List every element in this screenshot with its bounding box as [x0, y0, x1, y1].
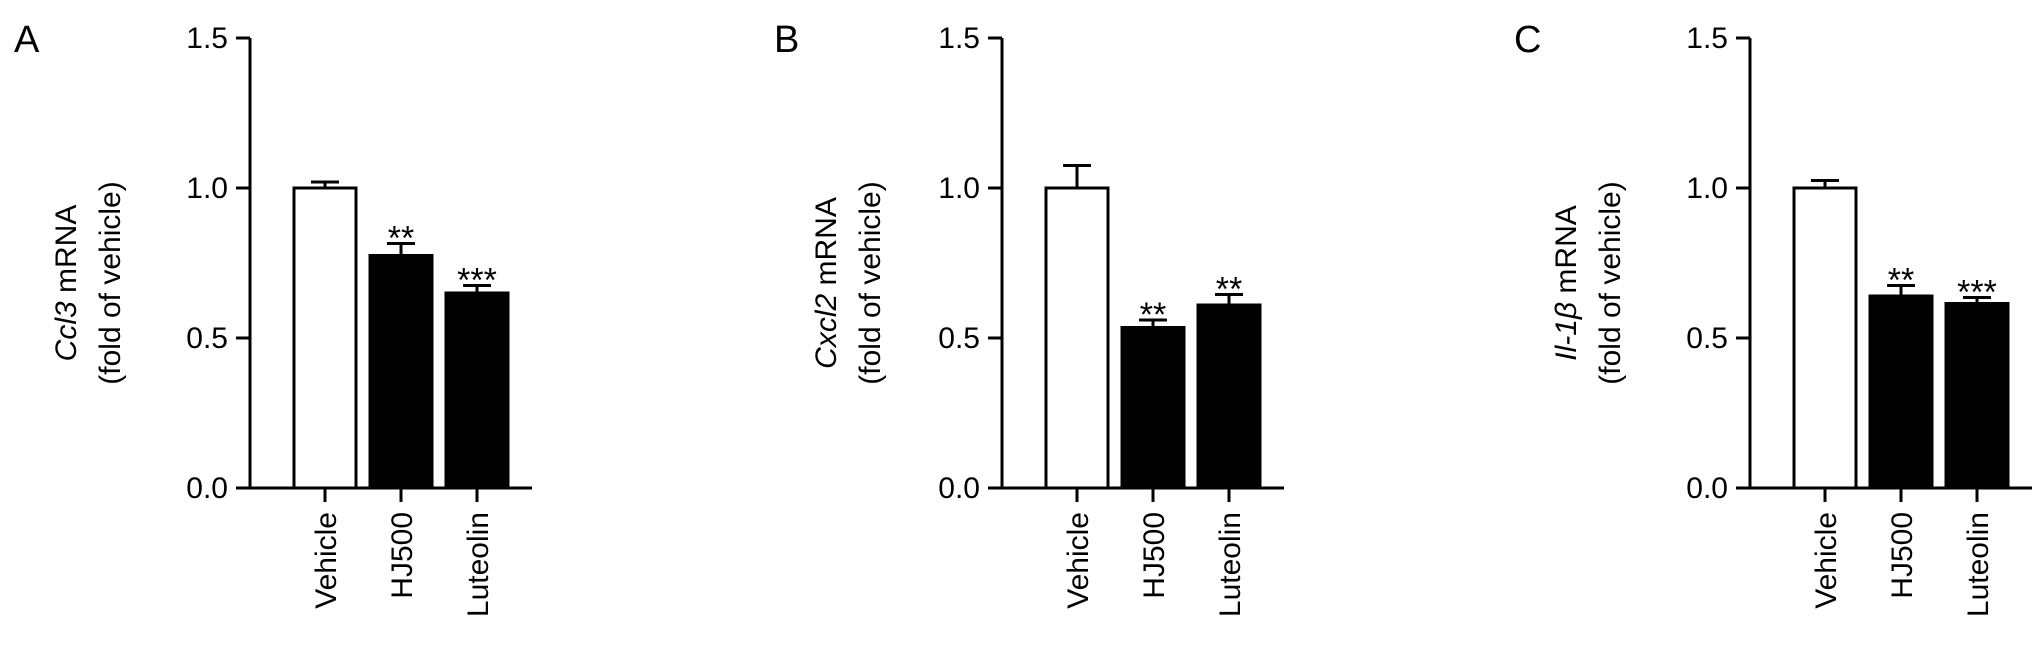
y-axis-label-gene: Cxcl2	[810, 294, 843, 369]
bar-hj500	[1120, 326, 1186, 490]
significance-label: **	[1216, 271, 1242, 309]
significance-label: **	[1140, 296, 1166, 334]
x-category-label: HJ500	[1886, 512, 1919, 599]
bar-hj500	[1868, 294, 1934, 490]
y-tick-label: 1.5	[938, 22, 980, 55]
y-axis-label-unit: mRNA	[50, 205, 83, 302]
y-tick-label: 1.0	[1686, 172, 1728, 205]
bar-vehicle	[1792, 186, 1858, 490]
x-category-label: HJ500	[1138, 512, 1171, 599]
y-axis-label-unit: mRNA	[1550, 205, 1583, 302]
y-tick-label: 0.0	[1686, 472, 1728, 505]
panel-c: C 0.0 0.5 1.0 1.5 Il-1β mRNA (fold of vehicle)…	[1514, 19, 2032, 617]
significance-label: **	[1888, 262, 1914, 300]
y-tick-label: 1.0	[938, 172, 980, 205]
bar-luteolin	[1196, 303, 1262, 490]
x-category-label: Luteolin	[462, 512, 495, 617]
y-tick-label: 1.5	[1686, 22, 1728, 55]
y-axis-label-unit: mRNA	[810, 197, 843, 294]
y-tick-label: 0.0	[938, 472, 980, 505]
bar-vehicle	[1044, 186, 1110, 490]
x-category-label: Luteolin	[1214, 512, 1247, 617]
panel-label: A	[14, 19, 40, 61]
bar-hj500	[368, 254, 434, 490]
y-tick-label: 0.5	[1686, 322, 1728, 355]
y-axis-label-gene: Il-1β	[1550, 302, 1583, 361]
x-category-label: HJ500	[386, 512, 419, 599]
y-axis-label-line2: (fold of vehicle)	[854, 181, 887, 384]
y-axis-label: Il-1β mRNA	[1550, 205, 1583, 361]
x-category-label: Vehicle	[1062, 512, 1095, 609]
panel-label: C	[1514, 19, 1541, 61]
y-axis-label-line2: (fold of vehicle)	[94, 181, 127, 384]
y-axis-label: Ccl3 mRNA	[50, 205, 83, 362]
x-category-label: Vehicle	[1810, 512, 1843, 609]
y-tick-label: 0.0	[186, 472, 228, 505]
y-axis-label-line2: (fold of vehicle)	[1594, 181, 1627, 384]
bar-luteolin	[1944, 302, 2010, 490]
bar-luteolin	[444, 291, 510, 490]
y-axis-label-gene: Ccl3	[50, 301, 83, 361]
y-tick-label: 0.5	[938, 322, 980, 355]
panel-b: B 0.0 0.5 1.0 1.5 Cxcl2 mRNA (fold of vehicle)…	[774, 19, 1284, 617]
y-tick-label: 1.0	[186, 172, 228, 205]
significance-label: ***	[1957, 274, 1997, 312]
y-tick-label: 0.5	[186, 322, 228, 355]
bar-vehicle	[292, 186, 358, 490]
x-category-label: Luteolin	[1962, 512, 1995, 617]
panel-a: A 0.0 0.5 1.0 1.5 Ccl3 mRNA (fold of vehicle) V…	[14, 19, 532, 617]
x-category-label: Vehicle	[310, 512, 343, 609]
significance-label: **	[388, 220, 414, 258]
significance-label: ***	[457, 262, 497, 300]
panel-label: B	[774, 19, 799, 61]
y-axis-label: Cxcl2 mRNA	[810, 197, 843, 369]
y-tick-label: 1.5	[186, 22, 228, 55]
